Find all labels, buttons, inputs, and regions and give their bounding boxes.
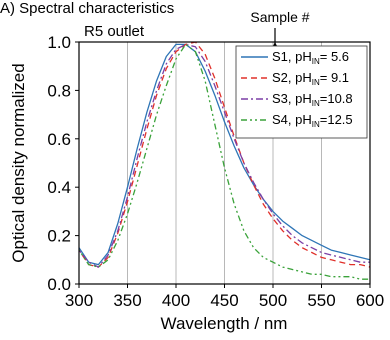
y-axis-label: Optical density normalized (9, 63, 28, 262)
x-tick-label: 550 (307, 291, 335, 310)
x-tick-label: 600 (356, 291, 384, 310)
x-tick-label: 300 (65, 291, 93, 310)
y-tick-label: 0.2 (47, 227, 71, 246)
y-tick-label: 0.0 (47, 275, 71, 294)
legend-box (235, 45, 368, 139)
x-tick-labels: 300 350 400 450 500 550 600 (65, 284, 384, 310)
x-tick-label: 350 (113, 291, 141, 310)
chart-title: A) Spectral characteristics (0, 0, 174, 17)
x-tick-label: 450 (210, 291, 238, 310)
series-line-3 (79, 43, 370, 268)
legend-title: Sample # (250, 9, 309, 25)
x-tick-label: 500 (259, 291, 287, 310)
legend-entry-2: S2, pHIN= 9.1 (272, 70, 349, 87)
y-tick-label: 0.6 (47, 130, 71, 149)
x-tick-label: 400 (162, 291, 190, 310)
y-tick-labels: 0.0 0.2 0.4 0.6 0.8 1.0 (47, 33, 79, 294)
y-tick-label: 0.4 (47, 178, 71, 197)
y-tick-label: 0.8 (47, 81, 71, 100)
x-axis-label: Wavelength / nm (161, 314, 288, 333)
chart-subtitle: R5 outlet (84, 23, 145, 40)
series-line-4 (79, 43, 370, 280)
legend-entry-3: S3, pHIN=10.8 (272, 91, 353, 108)
y-tick-label: 1.0 (47, 33, 71, 52)
legend: Sample # S1, pHIN= 5.6 S2, pHIN= 9.1 S3, p… (235, 9, 368, 139)
series-line-1 (79, 43, 370, 266)
series-line-2 (79, 42, 370, 268)
series-lines (79, 42, 370, 280)
legend-entry-4: S4, pHIN=12.5 (272, 112, 353, 129)
legend-entry-1: S1, pHIN= 5.6 (272, 49, 349, 66)
